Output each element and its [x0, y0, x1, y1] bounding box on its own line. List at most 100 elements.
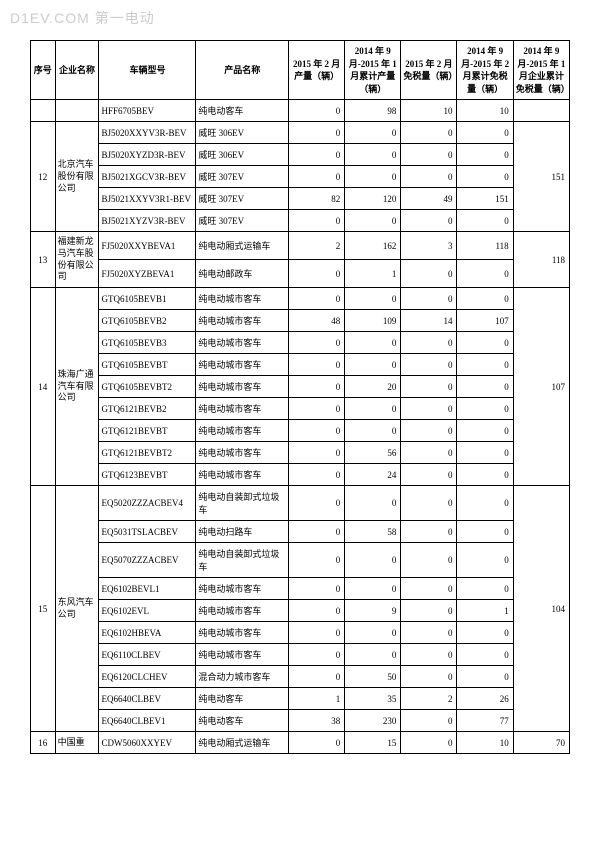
cell-total: 118 — [513, 232, 569, 288]
cell-value: 0 — [345, 420, 401, 442]
cell-value: 0 — [457, 622, 513, 644]
cell-model: EQ6110CLBEV — [99, 644, 196, 666]
cell-value: 0 — [345, 210, 401, 232]
header-col1: 2015 年 2 月产量（辆） — [289, 41, 345, 100]
table-row: EQ5070ZZZACBEV纯电动自装卸式垃圾车0000 — [31, 543, 570, 578]
cell-model: EQ6640CLBEV — [99, 688, 196, 710]
cell-value: 10 — [457, 732, 513, 754]
cell-product: 威旺 306EV — [196, 122, 289, 144]
cell-value: 0 — [401, 464, 457, 486]
cell-value: 0 — [289, 100, 345, 122]
table-row: BJ5021XXYV3R1-BEV威旺 307EV8212049151 — [31, 188, 570, 210]
cell-value: 0 — [345, 578, 401, 600]
cell-product: 纯电动客车 — [196, 710, 289, 732]
cell-seq: 14 — [31, 288, 56, 486]
cell-model: EQ5020ZZZACBEV4 — [99, 486, 196, 521]
cell-value: 56 — [345, 442, 401, 464]
cell-value: 0 — [401, 710, 457, 732]
cell-value: 0 — [401, 666, 457, 688]
table-body: HFF6705BEV纯电动客车098101012北京汽车股份有限公司BJ5020… — [31, 100, 570, 754]
cell-value: 0 — [401, 122, 457, 144]
table-row: GTQ6123BEVBT纯电动城市客车02400 — [31, 464, 570, 486]
cell-model: GTQ6105BEVB3 — [99, 332, 196, 354]
cell-value: 0 — [289, 398, 345, 420]
cell-seq: 15 — [31, 486, 56, 732]
cell-value: 0 — [289, 332, 345, 354]
cell-product: 纯电动城市客车 — [196, 354, 289, 376]
cell-value: 0 — [401, 398, 457, 420]
cell-value: 0 — [345, 354, 401, 376]
cell-value: 0 — [289, 732, 345, 754]
cell-model: EQ6102HBEVA — [99, 622, 196, 644]
cell-value: 0 — [457, 666, 513, 688]
cell-value: 118 — [457, 232, 513, 260]
cell-value: 0 — [457, 354, 513, 376]
cell-company — [55, 100, 99, 122]
cell-model: CDW5060XXYEV — [99, 732, 196, 754]
cell-value: 0 — [345, 122, 401, 144]
cell-total — [513, 100, 569, 122]
cell-value: 0 — [457, 166, 513, 188]
cell-value: 230 — [345, 710, 401, 732]
table-row: GTQ6105BEVB3纯电动城市客车0000 — [31, 332, 570, 354]
cell-product: 纯电动城市客车 — [196, 332, 289, 354]
cell-value: 0 — [457, 644, 513, 666]
cell-value: 0 — [457, 144, 513, 166]
cell-product: 威旺 306EV — [196, 144, 289, 166]
table-row: GTQ6121BEVBT2纯电动城市客车05600 — [31, 442, 570, 464]
cell-value: 0 — [457, 486, 513, 521]
cell-value: 48 — [289, 310, 345, 332]
cell-product: 纯电动城市客车 — [196, 578, 289, 600]
cell-value: 0 — [289, 288, 345, 310]
table-row: EQ6110CLBEV纯电动城市客车0000 — [31, 644, 570, 666]
cell-value: 151 — [457, 188, 513, 210]
cell-value: 0 — [345, 144, 401, 166]
cell-company: 珠海广通汽车有限公司 — [55, 288, 99, 486]
cell-value: 0 — [457, 210, 513, 232]
cell-product: 纯电动厢式运输车 — [196, 232, 289, 260]
table-row: 13福建新龙马汽车股份有限公司FJ5020XXYBEVA1纯电动厢式运输车216… — [31, 232, 570, 260]
table-row: GTQ6105BEVBT2纯电动城市客车02000 — [31, 376, 570, 398]
cell-product: 纯电动城市客车 — [196, 376, 289, 398]
cell-company: 福建新龙马汽车股份有限公司 — [55, 232, 99, 288]
cell-value: 0 — [289, 543, 345, 578]
cell-value: 0 — [345, 622, 401, 644]
cell-value: 14 — [401, 310, 457, 332]
cell-product: 纯电动城市客车 — [196, 398, 289, 420]
cell-model: BJ5021XGCV3R-BEV — [99, 166, 196, 188]
cell-value: 0 — [345, 644, 401, 666]
cell-value: 0 — [457, 332, 513, 354]
table-row: EQ6102EVL纯电动城市客车0901 — [31, 600, 570, 622]
cell-value: 0 — [457, 260, 513, 288]
table-row: EQ6640CLBEV1纯电动客车38230077 — [31, 710, 570, 732]
cell-value: 0 — [401, 420, 457, 442]
table-row: EQ5031TSLACBEV纯电动扫路车05800 — [31, 521, 570, 543]
cell-value: 2 — [289, 232, 345, 260]
cell-value: 0 — [401, 543, 457, 578]
cell-value: 0 — [457, 442, 513, 464]
cell-product: 威旺 307EV — [196, 210, 289, 232]
cell-value: 0 — [345, 486, 401, 521]
cell-value: 10 — [401, 100, 457, 122]
cell-model: FJ5020XXYBEVA1 — [99, 232, 196, 260]
cell-model: EQ6102BEVL1 — [99, 578, 196, 600]
cell-model: GTQ6121BEVBT2 — [99, 442, 196, 464]
cell-value: 0 — [457, 420, 513, 442]
cell-value: 107 — [457, 310, 513, 332]
cell-value: 0 — [289, 464, 345, 486]
cell-value: 49 — [401, 188, 457, 210]
cell-product: 纯电动自装卸式垃圾车 — [196, 486, 289, 521]
cell-product: 纯电动城市客车 — [196, 420, 289, 442]
cell-model: GTQ6105BEVBT — [99, 354, 196, 376]
cell-value: 0 — [289, 486, 345, 521]
cell-seq: 12 — [31, 122, 56, 232]
cell-model: GTQ6105BEVBT2 — [99, 376, 196, 398]
cell-total: 151 — [513, 122, 569, 232]
cell-product: 纯电动城市客车 — [196, 644, 289, 666]
cell-product: 纯电动邮政车 — [196, 260, 289, 288]
cell-company: 中国重 — [55, 732, 99, 754]
table-row: BJ5021XYZV3R-BEV威旺 307EV0000 — [31, 210, 570, 232]
cell-value: 3 — [401, 232, 457, 260]
cell-value: 58 — [345, 521, 401, 543]
table-row: GTQ6105BEVBT纯电动城市客车0000 — [31, 354, 570, 376]
